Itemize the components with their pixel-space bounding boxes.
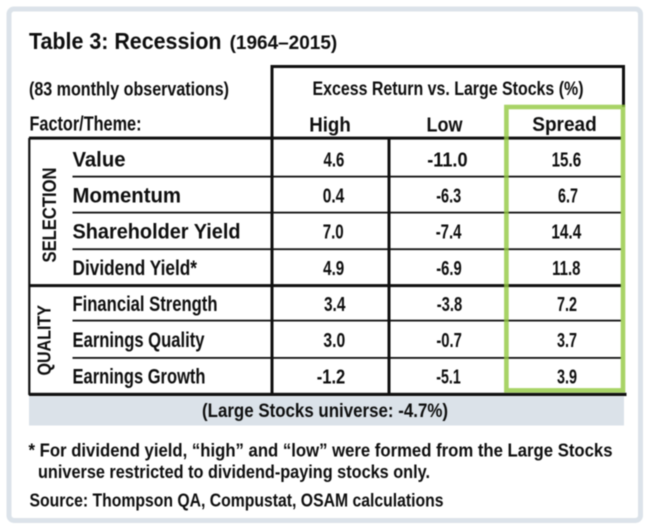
svg-text:Excess Return vs. Large Stocks: Excess Return vs. Large Stocks (%) [313, 78, 584, 100]
svg-text:3.4: 3.4 [324, 293, 346, 316]
svg-text:11.8: 11.8 [552, 257, 580, 280]
svg-text:Dividend Yield*: Dividend Yield* [73, 256, 198, 280]
svg-text:QUALITY: QUALITY [35, 305, 55, 376]
svg-text:SELECTION: SELECTION [39, 168, 61, 263]
svg-text:-3.8: -3.8 [437, 293, 463, 316]
svg-text:(83 monthly observations): (83 monthly observations) [29, 79, 229, 101]
svg-text:Factor/Theme:: Factor/Theme: [30, 114, 142, 136]
svg-text:-6.9: -6.9 [436, 257, 462, 280]
svg-text:Earnings Growth: Earnings Growth [73, 364, 206, 388]
svg-text:0.4: 0.4 [323, 185, 345, 208]
svg-text:Low: Low [427, 113, 463, 136]
svg-text:Source: Thompson QA, Compustat: Source: Thompson QA, Compustat, OSAM cal… [30, 490, 444, 510]
svg-text:3.9: 3.9 [557, 365, 577, 388]
svg-text:-0.7: -0.7 [436, 329, 462, 352]
svg-text:3.0: 3.0 [323, 329, 345, 352]
svg-text:Momentum: Momentum [73, 184, 182, 208]
svg-text:7.0: 7.0 [323, 221, 344, 244]
svg-text:-6.3: -6.3 [436, 185, 461, 208]
svg-text:Value: Value [73, 148, 126, 172]
svg-text:15.6: 15.6 [552, 149, 582, 172]
svg-text:Financial Strength: Financial Strength [73, 292, 218, 316]
svg-text:-11.0: -11.0 [427, 149, 467, 172]
svg-text:* For dividend yield, “high” a: * For dividend yield, “high” and “low” w… [29, 440, 613, 460]
svg-text:(1964–2015): (1964–2015) [230, 32, 338, 54]
svg-text:7.2: 7.2 [557, 293, 577, 316]
svg-text:Table 3: Recession: Table 3: Recession [29, 28, 222, 54]
svg-text:universe restricted to dividen: universe restricted to dividend-paying s… [38, 462, 430, 482]
svg-text:14.4: 14.4 [551, 221, 581, 244]
svg-text:-7.4: -7.4 [436, 221, 462, 244]
svg-text:Shareholder Yield: Shareholder Yield [73, 220, 241, 244]
svg-text:4.6: 4.6 [324, 149, 345, 172]
svg-text:Earnings Quality: Earnings Quality [73, 328, 205, 352]
svg-text:4.9: 4.9 [323, 257, 344, 280]
svg-text:6.7: 6.7 [558, 185, 578, 208]
svg-text:High: High [309, 113, 351, 136]
svg-text:-1.2: -1.2 [317, 365, 346, 388]
svg-text:(Large Stocks universe: -4.7%): (Large Stocks universe: -4.7%) [202, 400, 448, 422]
svg-text:Spread: Spread [532, 113, 597, 136]
svg-text:-5.1: -5.1 [436, 365, 461, 388]
svg-text:3.7: 3.7 [557, 329, 577, 352]
